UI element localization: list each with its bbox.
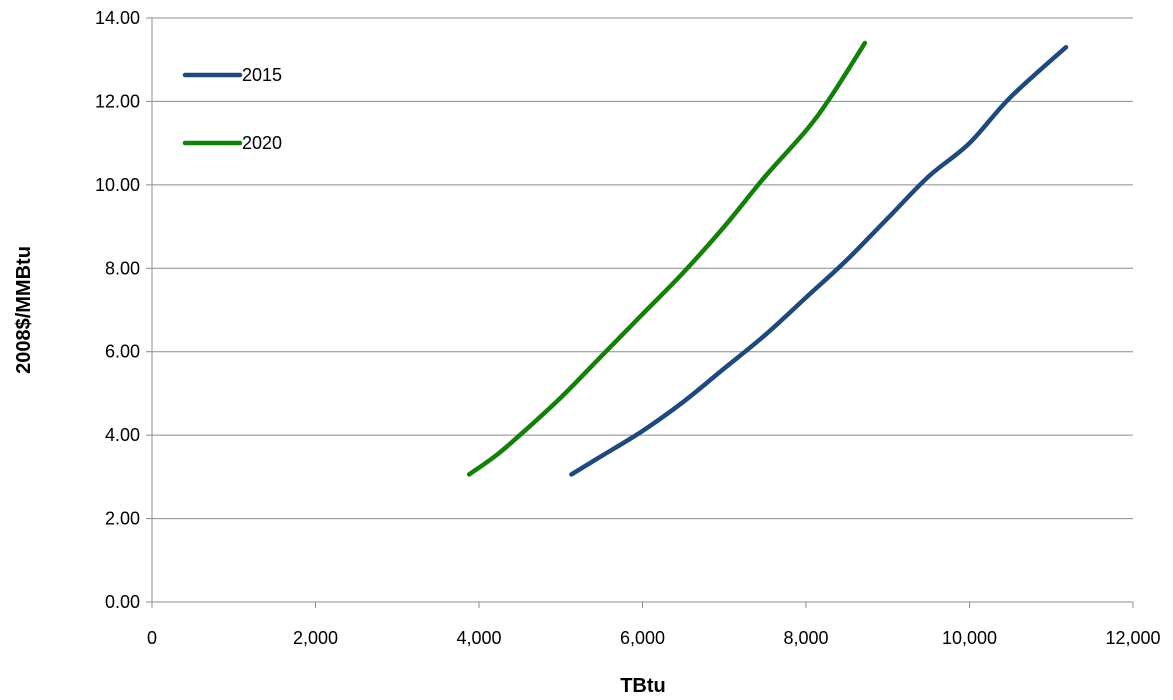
axes: 0.00 2.00 4.00 6.00 8.00 10.00 12.00 14.00 0 2,00… — [95, 8, 1161, 648]
legend: 2015 2020 — [182, 65, 282, 153]
y-tick-label: 12.00 — [95, 91, 140, 111]
y-tick-label: 0.00 — [105, 592, 140, 612]
x-tick-label: 12,000 — [1105, 628, 1160, 648]
x-tick-label: 8,000 — [783, 628, 828, 648]
x-tick-label: 10,000 — [942, 628, 997, 648]
x-tick-label: 0 — [147, 628, 157, 648]
y-tick-label: 6.00 — [105, 342, 140, 362]
series-line-2015 — [569, 44, 1069, 477]
series-lines — [466, 40, 1069, 477]
series-line-2020 — [466, 40, 868, 477]
x-tick-label: 6,000 — [620, 628, 665, 648]
y-tick-label: 10.00 — [95, 175, 140, 195]
y-axis-title: 2008$/MMBtu — [13, 246, 35, 374]
x-tick-label: 2,000 — [293, 628, 338, 648]
gridlines — [152, 17, 1133, 520]
legend-label-2020: 2020 — [242, 133, 282, 153]
y-tick-label: 8.00 — [105, 258, 140, 278]
x-tick-label: 4,000 — [456, 628, 501, 648]
x-axis-title: TBtu — [620, 675, 666, 697]
legend-label-2015: 2015 — [242, 65, 282, 85]
y-tick-label: 4.00 — [105, 425, 140, 445]
y-tick-label: 14.00 — [95, 8, 140, 28]
y-tick-label: 2.00 — [105, 509, 140, 529]
